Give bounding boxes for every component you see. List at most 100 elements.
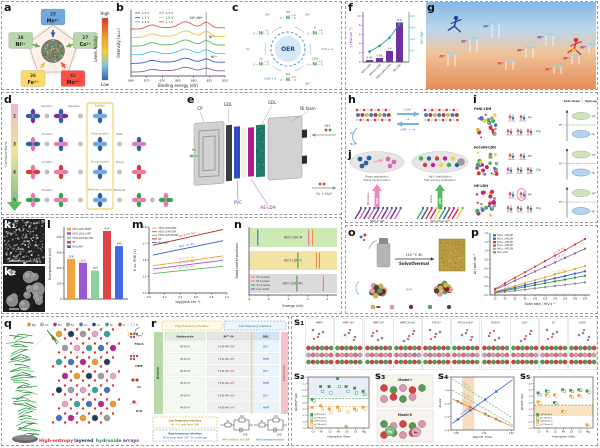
- circle: [533, 359, 539, 365]
- rect: [206, 389, 252, 401]
- rect: [469, 37, 479, 40]
- circle: [93, 379, 97, 382]
- circle: [460, 259, 462, 261]
- circle: [99, 356, 103, 359]
- circle: [25, 224, 28, 227]
- text-label: OH⁻: [263, 369, 270, 373]
- panel-letter-p: p: [471, 226, 479, 239]
- ellipse: [165, 197, 174, 203]
- circle: [442, 243, 444, 245]
- line: [152, 240, 224, 256]
- circle: [430, 118, 434, 122]
- text-label: 183: [92, 266, 97, 270]
- rect: [525, 46, 535, 49]
- rect: [206, 353, 252, 364]
- circle: [441, 345, 446, 351]
- circle: [459, 244, 461, 246]
- circle: [20, 246, 22, 247]
- circle: [52, 48, 55, 50]
- circle: [259, 158, 261, 160]
- circle: [380, 336, 383, 340]
- circle: [37, 244, 40, 247]
- metal-atom: [97, 372, 105, 380]
- text-label: 855: [206, 79, 212, 83]
- line: [442, 208, 451, 220]
- circle: [444, 245, 446, 247]
- circle: [20, 258, 22, 260]
- rect: [544, 279, 546, 282]
- text-label: OO: [286, 72, 291, 76]
- panel-letter-q: q: [4, 317, 12, 330]
- text-label: M-O-H: [180, 357, 190, 361]
- data-point: [361, 389, 365, 393]
- circle: [5, 232, 8, 234]
- text-label: H₂O + e⁻: [321, 47, 335, 51]
- circle: [19, 250, 22, 253]
- circle: [77, 411, 80, 413]
- circle: [16, 220, 19, 222]
- circle: [470, 352, 476, 358]
- text-label: FFCA*: [432, 321, 441, 325]
- rect: [574, 252, 576, 255]
- panel-s5-scatter: 3.02.52.01.51.00.50.0-0.5-1.0Co Ni Cu Mn Zn C…: [520, 376, 594, 439]
- circle: [458, 266, 460, 268]
- panel-letter-h: h: [348, 93, 356, 106]
- section-box: [1, 316, 289, 446]
- circle: [79, 322, 83, 327]
- panel-s4-scaling: 0.50 1.50 2.50-2.00-1.000.001.002.00ΔG(OH⁻…: [438, 376, 514, 439]
- circle: [59, 45, 61, 47]
- circle: [393, 359, 399, 365]
- circle: [117, 141, 122, 147]
- circle: [474, 359, 480, 365]
- circle: [339, 345, 345, 351]
- line: [20, 354, 30, 359]
- circle: [78, 113, 83, 119]
- data-point: [562, 410, 566, 414]
- rect: [504, 282, 506, 285]
- metal-atom: [91, 330, 99, 338]
- rect: [206, 365, 252, 377]
- circle: [16, 222, 19, 224]
- text-label: 120 °C 4h: [406, 253, 423, 257]
- circle: [386, 206, 389, 210]
- data-point: [562, 389, 566, 393]
- circle: [528, 352, 534, 358]
- circle: [40, 240, 42, 242]
- text-label: Cu: [97, 323, 101, 327]
- circle: [87, 384, 91, 387]
- line: [10, 376, 23, 380]
- circle: [436, 359, 442, 365]
- circle: [591, 352, 597, 358]
- circle: [75, 365, 79, 368]
- rect: [574, 243, 576, 246]
- circle: [257, 150, 259, 152]
- path: [294, 26, 305, 33]
- data-point: [579, 395, 583, 399]
- text-label: 200: [57, 266, 62, 270]
- line: [416, 208, 424, 220]
- circle: [587, 345, 593, 351]
- circle: [407, 345, 413, 351]
- path: [506, 167, 510, 171]
- circle: [493, 123, 498, 127]
- line: [494, 238, 586, 290]
- circle: [6, 258, 8, 261]
- circle: [262, 142, 264, 144]
- text-label: NF: [159, 238, 163, 241]
- rect: [554, 277, 556, 280]
- text-label: -2.00: [444, 430, 450, 432]
- circle: [24, 292, 28, 296]
- circle: [353, 352, 359, 358]
- circle: [260, 165, 262, 167]
- circle: [569, 345, 575, 351]
- circle: [23, 240, 26, 243]
- rect: [564, 249, 566, 252]
- panel-letter-n: n: [234, 218, 242, 231]
- circle: [449, 246, 451, 248]
- circle: [445, 113, 450, 118]
- circle: [87, 328, 91, 331]
- text-label: Δj / mA cm⁻²: [473, 253, 477, 274]
- data-point: [319, 385, 323, 389]
- circle: [407, 359, 413, 365]
- panel-s4: s₄ 0.50 1.50 2.50 -2.00 -1.00 0.00 1.00 2.00 ΔG(…: [437, 372, 518, 445]
